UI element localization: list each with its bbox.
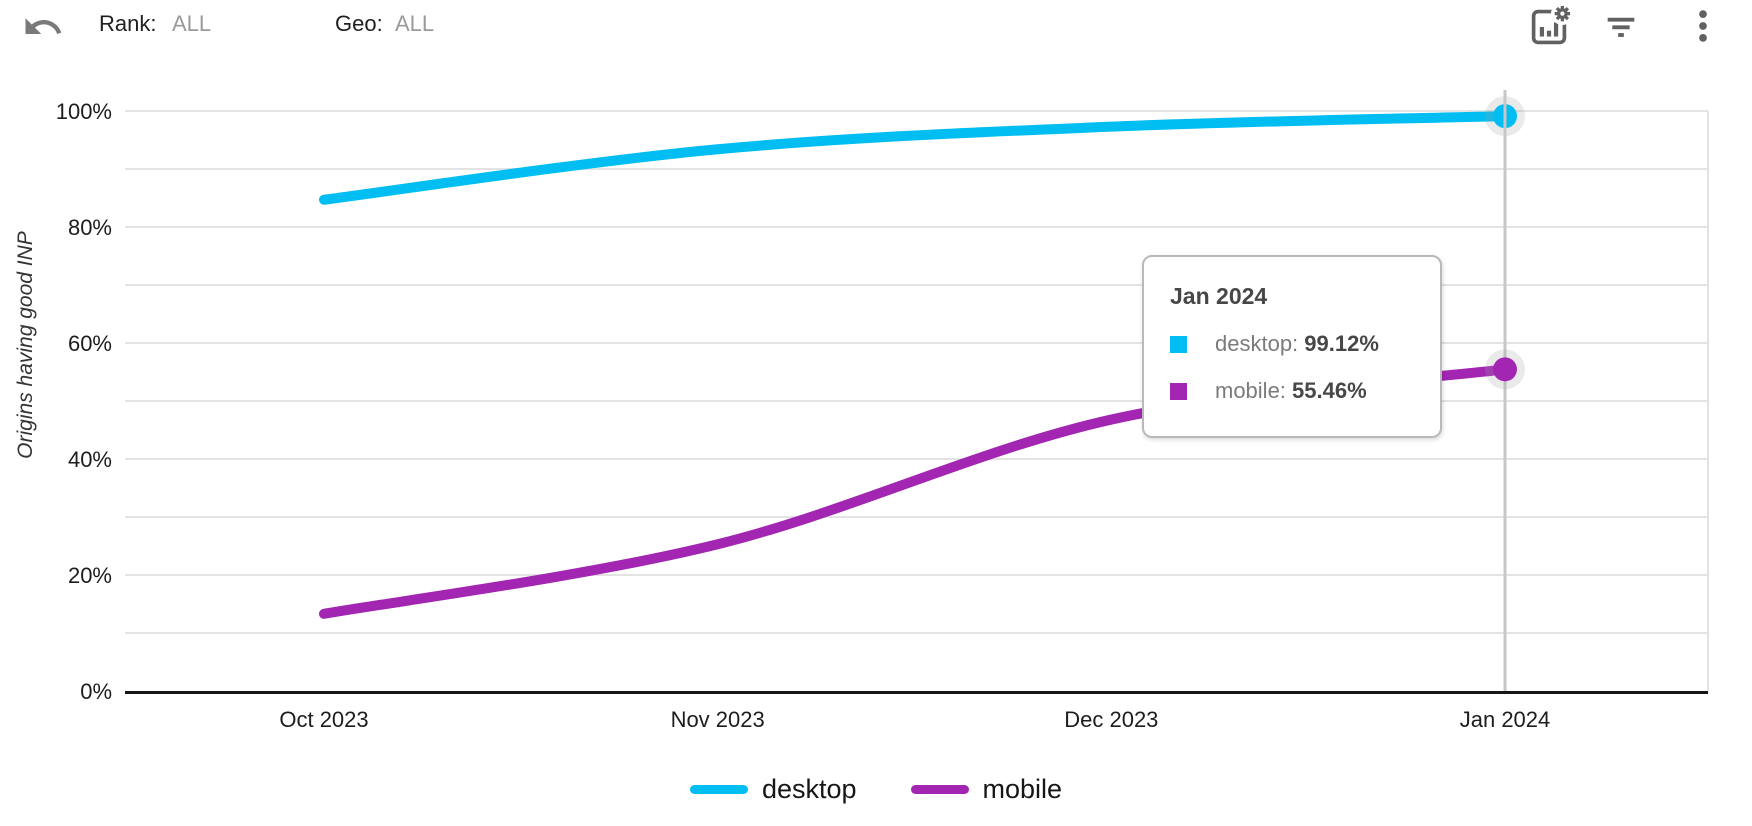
tooltip-series-label: desktop: bbox=[1215, 331, 1305, 356]
chart-settings-icon bbox=[1531, 2, 1574, 45]
rank-filter-label: Rank: bbox=[99, 11, 157, 36]
more-options-button[interactable] bbox=[1682, 5, 1724, 47]
mobile-data-point[interactable] bbox=[1493, 357, 1517, 382]
chart-tooltip: Jan 2024 desktop: 99.12% mobile: 55.46% bbox=[1142, 255, 1442, 438]
chart-settings-button[interactable] bbox=[1527, 2, 1574, 49]
geo-filter-value[interactable]: ALL bbox=[395, 11, 435, 36]
rank-filter-value[interactable]: ALL bbox=[172, 11, 212, 36]
legend-label: mobile bbox=[982, 773, 1063, 804]
tooltip-series-value: 55.46% bbox=[1292, 378, 1367, 403]
y-axis-tick-label: 0% bbox=[80, 679, 112, 704]
chart-legend: desktop mobile bbox=[0, 766, 1752, 812]
geo-filter-label: Geo: bbox=[335, 11, 383, 36]
y-axis-tick-label: 100% bbox=[56, 99, 112, 124]
legend-item-mobile: mobile bbox=[910, 773, 1063, 805]
undo-button[interactable] bbox=[22, 6, 64, 48]
x-axis-tick-label: Jan 2024 bbox=[1460, 707, 1551, 732]
y-axis-tick-label: 80% bbox=[68, 215, 112, 240]
x-axis-tick-label: Oct 2023 bbox=[279, 707, 368, 732]
filter-button[interactable] bbox=[1601, 7, 1641, 47]
mobile-legend-swatch-icon bbox=[910, 784, 969, 794]
y-axis-tick-label: 20% bbox=[68, 563, 112, 588]
tooltip-series-value: 99.12% bbox=[1304, 331, 1379, 356]
toolbar: Rank: ALL Geo: ALL bbox=[0, 0, 1752, 54]
y-axis-tick-label: 40% bbox=[68, 447, 112, 472]
x-axis-tick-label: Dec 2023 bbox=[1064, 707, 1158, 732]
undo-icon bbox=[25, 18, 62, 34]
legend-label: desktop bbox=[761, 773, 857, 804]
tooltip-rows: desktop: 99.12% mobile: 55.46% bbox=[1170, 331, 1440, 404]
more-options-icon bbox=[1699, 10, 1707, 42]
tooltip-series-label: mobile: bbox=[1215, 378, 1293, 403]
mobile-series-swatch-icon bbox=[1170, 382, 1187, 400]
legend-item-desktop: desktop bbox=[689, 773, 857, 805]
tooltip-title: Jan 2024 bbox=[1170, 283, 1268, 309]
desktop-legend-swatch-icon bbox=[689, 784, 748, 794]
desktop-series-swatch-icon bbox=[1170, 335, 1187, 353]
tooltip-row: mobile: 55.46% bbox=[1170, 378, 1440, 404]
y-axis-tick-label: 60% bbox=[68, 331, 112, 356]
inp-line-chart[interactable]: 0% 20% 40% 60% 80% 100% Oct 2023 Nov 2023 Dec 20… bbox=[0, 0, 1752, 760]
desktop-line bbox=[319, 111, 1510, 205]
filter-icon bbox=[1607, 17, 1635, 37]
tooltip-row: desktop: 99.12% bbox=[1170, 331, 1440, 357]
x-axis-tick-label: Nov 2023 bbox=[671, 707, 765, 732]
